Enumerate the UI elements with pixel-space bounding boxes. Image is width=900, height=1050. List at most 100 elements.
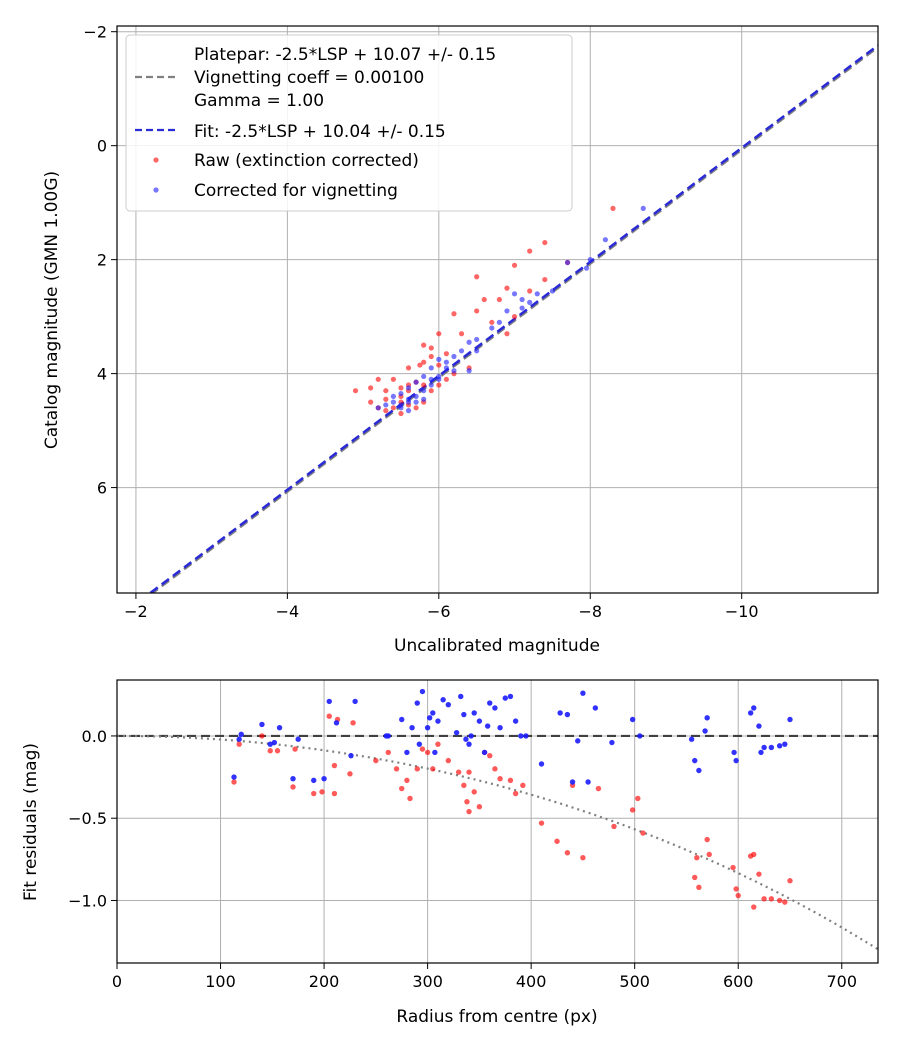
top-scatter-point <box>451 311 457 317</box>
bottom-scatter-point <box>321 776 327 782</box>
bottom-scatter-point <box>609 739 615 746</box>
top-scatter-point <box>496 296 502 303</box>
bottom-y-axis-label: Fit residuals (mag) <box>21 743 41 901</box>
bottom-scatter-point <box>419 746 426 752</box>
bottom-scatter-point <box>231 774 237 780</box>
top-x-tick-label: −8 <box>578 602 602 621</box>
bottom-scatter-point <box>476 718 483 724</box>
bottom-x-tick-label: 600 <box>723 972 754 991</box>
bottom-scatter-point <box>487 700 493 706</box>
legend-platepar-line-2: Vignetting coeff = 0.00100 <box>194 68 424 88</box>
top-scatter-point <box>542 276 548 283</box>
bottom-scatter-point <box>629 807 636 813</box>
bottom-scatter-point <box>466 808 472 815</box>
bottom-scatter-point <box>733 886 739 892</box>
top-scatter-point <box>413 399 419 405</box>
top-scatter-point <box>428 382 434 388</box>
bottom-y-ticks: 0.0 −0.5 −1.0 <box>68 727 117 910</box>
bottom-scatter-point <box>290 776 296 782</box>
top-scatter-point <box>436 362 442 368</box>
top-x-tick-label: −6 <box>427 602 451 621</box>
bottom-scatter-point <box>331 790 338 797</box>
bottom-scatter-point <box>557 710 563 716</box>
bottom-scatter-point <box>326 698 332 705</box>
top-scatter-point <box>405 385 412 391</box>
top-y-tick-label: 6 <box>97 479 107 498</box>
top-scatter-point <box>405 365 412 371</box>
bottom-scatter-point <box>704 715 710 721</box>
bottom-x-tick-label: 500 <box>619 972 650 991</box>
bottom-scatter-point <box>512 718 519 724</box>
bottom-x-ticks: 0 100 200 300 400 500 600 700 <box>112 963 857 991</box>
top-scatter-point <box>428 365 434 371</box>
bottom-scatter-point <box>592 705 599 711</box>
top-scatter-point <box>421 396 427 402</box>
top-scatter-point <box>443 359 449 365</box>
bottom-scatter-point <box>637 733 643 739</box>
bottom-scatter-point <box>416 741 423 747</box>
legend-platepar-line-1: Platepar: -2.5*LSP + 10.07 +/- 0.15 <box>194 45 496 65</box>
bottom-scatter-point <box>538 761 545 767</box>
bottom-scatter-point <box>295 736 301 742</box>
bottom-scatter-point <box>292 746 298 752</box>
top-scatter-point <box>421 388 427 394</box>
photometry-fit-plot: −2 −4 −6 −8 −10 −2 0 2 4 6 Uncalibrated magnitud… <box>42 23 879 656</box>
top-scatter-point <box>398 390 404 397</box>
top-scatter-point <box>398 402 404 408</box>
top-scatter-point <box>413 405 419 411</box>
bottom-scatter-point <box>426 715 433 721</box>
bottom-scatter-point <box>319 789 325 795</box>
top-scatter-point <box>413 393 419 400</box>
top-scatter-point <box>451 368 457 374</box>
bottom-scatter-point <box>776 743 783 749</box>
bottom-scatter-point <box>487 752 493 759</box>
bottom-scatter-point <box>461 711 467 718</box>
bottom-scatter-point <box>735 892 741 899</box>
vignetting-curve <box>117 734 878 951</box>
top-scatter-point <box>527 288 533 294</box>
bottom-scatter-point <box>399 716 405 723</box>
bottom-scatter-point <box>430 710 436 716</box>
top-scatter-point <box>436 376 442 382</box>
bottom-y-tick-label: −0.5 <box>68 809 107 828</box>
bottom-scatter-point <box>464 799 470 805</box>
top-legend: Platepar: -2.5*LSP + 10.07 +/- 0.15 Vign… <box>125 34 573 212</box>
bottom-scatter-point <box>476 803 483 810</box>
top-scatter-points <box>352 205 646 417</box>
top-scatter-point <box>474 348 480 354</box>
top-scatter-point <box>383 402 389 408</box>
legend-box <box>125 34 573 212</box>
top-scatter-point <box>504 308 510 314</box>
bottom-scatter-point <box>404 777 410 784</box>
top-scatter-point <box>504 285 510 291</box>
legend-corrected-label: Corrected for vignetting <box>194 181 398 201</box>
bottom-scatter-point <box>768 896 775 902</box>
top-scatter-point <box>640 205 646 211</box>
bottom-scatter-point <box>507 693 514 700</box>
bottom-scatter-point <box>569 779 576 785</box>
bottom-y-tick-label: −1.0 <box>68 891 107 910</box>
top-scatter-point <box>549 288 555 294</box>
top-scatter-point <box>421 342 427 348</box>
top-scatter-point <box>428 353 434 360</box>
bottom-scatter-point <box>481 749 488 756</box>
bottom-x-tick-label: 200 <box>309 972 340 991</box>
bottom-scatter-point <box>512 790 519 797</box>
bottom-scatter-point <box>497 725 503 731</box>
legend-fit-label: Fit: -2.5*LSP + 10.04 +/- 0.15 <box>194 122 446 142</box>
top-scatter-point <box>390 399 396 405</box>
top-scatter-point <box>481 296 487 303</box>
top-scatter-point <box>496 319 502 325</box>
top-scatter-point <box>587 257 593 263</box>
top-scatter-point <box>474 274 480 280</box>
top-scatter-point <box>542 239 548 246</box>
bottom-scatter-point <box>311 777 317 784</box>
bottom-scatter-point <box>424 725 431 731</box>
top-x-tick-label: −10 <box>725 602 759 621</box>
bottom-scatter-point <box>404 749 410 756</box>
bottom-scatter-point <box>440 697 446 703</box>
legend-platepar-line-3: Gamma = 1.00 <box>194 91 324 111</box>
top-scatter-point <box>489 325 495 331</box>
top-scatter-point <box>474 336 480 343</box>
